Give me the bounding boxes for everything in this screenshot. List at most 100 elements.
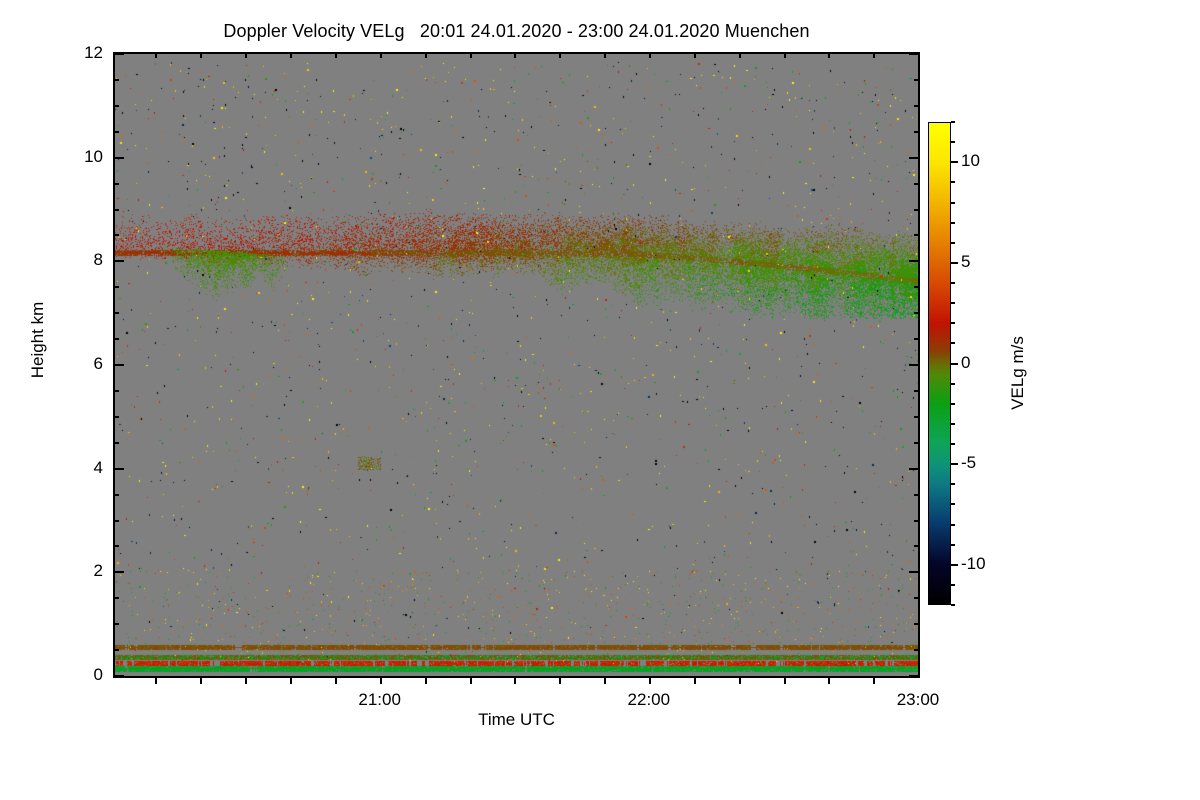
x-minor-tick-top [334, 52, 337, 58]
colorbar-minor-tick [951, 503, 955, 506]
colorbar-minor-tick [951, 583, 955, 586]
x-minor-tick-top [649, 52, 652, 58]
x-tick-label: 23:00 [896, 690, 940, 709]
y-minor-tick [113, 130, 119, 133]
x-minor-tick-top [155, 52, 158, 58]
x-minor-tick-top [873, 52, 876, 58]
x-minor-tick [514, 678, 517, 684]
y-minor-tick [113, 389, 119, 392]
colorbar-minor-tick [951, 483, 955, 486]
y-minor-tick [113, 104, 119, 107]
x-minor-tick-top [738, 52, 741, 58]
y-minor-tick-right [914, 182, 920, 185]
colorbar-minor-tick [951, 302, 955, 305]
y-minor-tick [113, 208, 119, 211]
y-minor-tick [113, 493, 119, 496]
x-minor-tick-top [604, 52, 607, 58]
x-minor-tick [155, 678, 158, 684]
x-minor-tick [334, 678, 337, 684]
y-tick-label: 6 [93, 354, 103, 373]
y-minor-tick-right [914, 415, 920, 418]
y-tick-label: 0 [93, 665, 103, 684]
x-tick-label: 22:00 [627, 690, 671, 709]
x-minor-tick-top [828, 52, 831, 58]
x-minor-tick [873, 678, 876, 684]
colorbar-major-tick [951, 563, 958, 566]
y-minor-tick [113, 338, 119, 341]
y-major-tick [113, 467, 124, 470]
colorbar-minor-tick [951, 604, 955, 606]
y-major-tick [113, 260, 124, 263]
colorbar-minor-tick [951, 282, 955, 284]
x-minor-tick [379, 678, 382, 684]
colorbar-minor-tick [951, 201, 955, 204]
y-minor-tick-right [914, 597, 920, 600]
y-major-tick-right [909, 467, 920, 470]
x-minor-tick-top [424, 52, 427, 58]
x-minor-tick [245, 678, 248, 684]
colorbar-major-tick [951, 161, 958, 164]
y-minor-tick-right [914, 286, 920, 289]
colorbar-major-tick [951, 362, 958, 365]
y-major-tick-right [909, 675, 920, 677]
x-minor-tick [604, 678, 607, 684]
y-minor-tick [113, 649, 119, 652]
colorbar-minor-tick [951, 141, 955, 144]
colorbar-minor-tick [951, 543, 955, 546]
y-minor-tick-right [914, 519, 920, 522]
y-major-tick [113, 53, 124, 55]
colorbar-minor-tick [951, 342, 955, 345]
y-tick-label: 12 [84, 43, 103, 62]
colorbar-minor-tick [951, 322, 955, 325]
y-tick-label: 4 [93, 457, 103, 477]
colorbar-minor-tick [951, 181, 955, 184]
colorbar-minor-tick [951, 402, 955, 405]
x-minor-tick [290, 678, 293, 684]
x-minor-tick [559, 678, 562, 684]
x-minor-tick [828, 678, 831, 684]
colorbar-minor-tick [951, 241, 955, 244]
x-minor-tick-top [469, 52, 472, 58]
colorbar-tick-label: -5 [961, 453, 977, 473]
x-axis-title: Time UTC [478, 710, 555, 729]
colorbar-minor-tick [951, 121, 955, 123]
y-minor-tick [113, 312, 119, 315]
y-minor-tick [113, 623, 119, 626]
y-axis-title: Height km [28, 301, 47, 379]
colorbar-tick-label: 0 [961, 352, 971, 372]
colorbar-major-tick [951, 261, 958, 264]
x-minor-tick [649, 678, 652, 684]
colorbar-tick-label: 10 [961, 151, 980, 171]
y-minor-tick-right [914, 623, 920, 626]
y-minor-tick [113, 519, 119, 522]
colorbar-minor-tick [951, 382, 955, 385]
y-major-tick [113, 571, 124, 574]
heatmap-canvas [115, 54, 918, 676]
x-minor-tick-top [200, 52, 203, 58]
y-minor-tick-right [914, 312, 920, 315]
colorbar-tick-label: -10 [961, 553, 986, 573]
y-minor-tick-right [914, 389, 920, 392]
y-minor-tick [113, 545, 119, 548]
x-minor-tick [693, 678, 696, 684]
y-major-tick [113, 156, 124, 159]
colorbar-minor-tick [951, 221, 955, 224]
y-minor-tick-right [914, 338, 920, 341]
colorbar-tick-label: 5 [961, 251, 971, 271]
y-major-tick-right [909, 53, 920, 55]
x-minor-tick-top [514, 52, 517, 58]
y-minor-tick [113, 441, 119, 444]
colorbar-minor-tick [951, 422, 955, 425]
y-minor-tick [113, 182, 119, 185]
x-minor-tick [424, 678, 427, 684]
plot-area [113, 52, 920, 678]
colorbar-major-tick [951, 463, 958, 466]
y-minor-tick [113, 234, 119, 237]
y-minor-tick-right [914, 441, 920, 444]
y-minor-tick-right [914, 130, 920, 133]
colorbar-minor-tick [951, 523, 955, 526]
colorbar-gradient [928, 122, 951, 605]
y-major-tick [113, 675, 124, 677]
x-minor-tick [783, 678, 786, 684]
